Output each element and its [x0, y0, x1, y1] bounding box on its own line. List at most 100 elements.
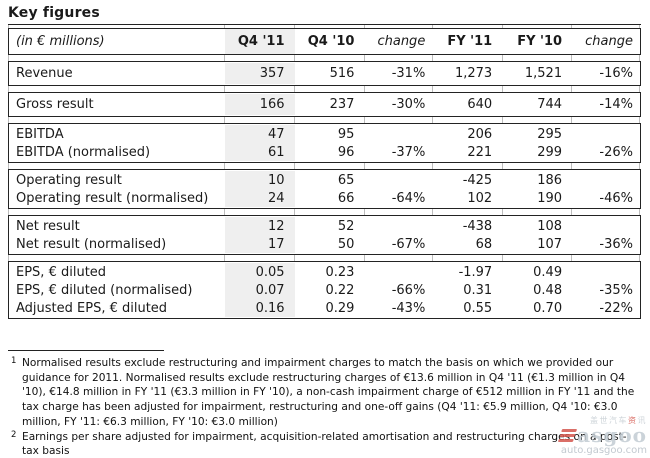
cell-q4-11: 10: [224, 171, 295, 189]
table-row: EPS, € diluted (normalised) 0.07 0.22 -6…: [9, 281, 640, 299]
cell-q4-11: 0.07: [224, 281, 295, 299]
cell-change-fy: -26%: [599, 144, 633, 160]
table-row: EPS, € diluted 0.05 0.23 -1.97 0.49: [9, 263, 640, 281]
cell-fy-10: 295: [537, 126, 563, 142]
cell-fy-11: 0.55: [463, 300, 493, 316]
row-label: EPS, € diluted (normalised): [16, 282, 193, 298]
footnote-text: Earnings per share adjusted for impairme…: [22, 430, 627, 458]
cell-fy-10: 186: [537, 172, 563, 188]
cell-q4-10: 66: [337, 190, 355, 206]
table-header: (in € millions) Q4 '11 Q4 '10 change FY …: [8, 28, 641, 55]
cell-q4-10: 516: [329, 66, 355, 81]
cell-q4-10: 0.29: [325, 300, 355, 316]
cell-fy-10: 744: [537, 97, 563, 112]
row-label: Net result (normalised): [16, 236, 167, 252]
footnote-2: 2 Earnings per share adjusted for impair…: [8, 430, 638, 458]
group-eps: EPS, € diluted 0.05 0.23 -1.97 0.49 EPS,…: [8, 261, 641, 319]
row-label: Adjusted EPS, € diluted: [16, 300, 168, 316]
grid-gap: [8, 117, 641, 123]
table-row: Operating result 10 65 -425 186: [9, 171, 640, 189]
cell-fy-10: 1,521: [524, 66, 563, 81]
group-operating-result: Operating result 10 65 -425 186 Operatin…: [8, 169, 641, 209]
cell-fy-11: -438: [462, 218, 493, 234]
cell-q4-10: 96: [337, 144, 355, 160]
cell-q4-11: 0.16: [224, 299, 295, 317]
cell-change-fy: -46%: [599, 190, 633, 206]
cell-fy-10: 299: [537, 144, 563, 160]
header-q4-10: Q4 '10: [307, 34, 355, 49]
cell-q4-11: 166: [224, 94, 295, 115]
cell-change-fy: -22%: [599, 300, 633, 316]
cell-q4-11: 17: [224, 235, 295, 253]
header-unit-label: (in € millions): [16, 34, 105, 49]
group-ebitda: EBITDA 47 95 206 295 EBITDA (normalised)…: [8, 123, 641, 163]
cell-change-q: [364, 171, 432, 189]
header-change-q: change: [377, 34, 426, 49]
gasgoo-watermark: 盖世汽车资讯 asgoo auto.gasgoo.com: [557, 416, 647, 456]
cell-q4-11: 47: [224, 125, 295, 143]
table-row: EBITDA 47 95 206 295: [9, 125, 640, 143]
grid-gap: [8, 209, 641, 215]
cell-fy-11: 1,273: [454, 66, 493, 81]
header-fy-11: FY '11: [447, 34, 493, 49]
table-row: Net result 12 52 -438 108: [9, 217, 640, 235]
table-row: Revenue 357 516 -31% 1,273 1,521 -16%: [9, 63, 640, 84]
gasgoo-chinese-name: 盖世汽车资讯: [590, 416, 647, 425]
cell-change-fy: [572, 171, 640, 189]
cell-fy-11: 640: [467, 97, 493, 112]
page-title: Key figures: [8, 5, 100, 21]
row-label: EBITDA: [16, 126, 64, 142]
cell-q4-10: 0.23: [325, 264, 355, 280]
cell-change-fy: -36%: [599, 236, 633, 252]
grid-gap: [8, 255, 641, 261]
header-change-fy: change: [585, 34, 633, 49]
footnote-marker: 1: [11, 356, 17, 366]
grid-gap: [8, 55, 641, 61]
row-label: Operating result (normalised): [16, 190, 209, 206]
cell-fy-11: -425: [462, 172, 493, 188]
cell-change-fy: -16%: [599, 66, 633, 81]
cell-q4-10: 0.22: [325, 282, 355, 298]
header-fy-10: FY '10: [517, 34, 563, 49]
group-net-result: Net result 12 52 -438 108 Net result (no…: [8, 215, 641, 255]
table-row: Net result (normalised) 17 50 -67% 68 10…: [9, 235, 640, 253]
cell-fy-10: 0.49: [533, 264, 563, 280]
cell-change-q: [364, 263, 432, 281]
table-row: Gross result 166 237 -30% 640 744 -14%: [9, 94, 640, 115]
cell-q4-11: 12: [224, 217, 295, 235]
footnote-1: 1 Normalised results exclude restructuri…: [8, 356, 638, 430]
cell-q4-11: 0.05: [224, 263, 295, 281]
cell-fy-10: 190: [537, 190, 563, 206]
table-row: EBITDA (normalised) 61 96 -37% 221 299 -…: [9, 143, 640, 161]
cell-fy-11: -1.97: [458, 264, 493, 280]
cell-q4-10: 52: [337, 218, 355, 234]
cell-fy-10: 0.48: [533, 282, 563, 298]
cell-q4-11: 24: [224, 189, 295, 207]
footnote-marker: 2: [11, 429, 17, 440]
cell-fy-11: 206: [467, 126, 493, 142]
cell-change-fy: [572, 217, 640, 235]
footnote-text: Normalised results exclude restructuring…: [22, 357, 635, 428]
gasgoo-brand-text: asgoo: [577, 423, 647, 447]
table-row: Adjusted EPS, € diluted 0.16 0.29 -43% 0…: [9, 299, 640, 317]
grid-gap: [8, 25, 641, 28]
row-label: Operating result: [16, 172, 122, 188]
gasgoo-stripes-icon: [557, 428, 578, 442]
table-row: Operating result (normalised) 24 66 -64%…: [9, 189, 640, 207]
cell-q4-10: 50: [337, 236, 355, 252]
cell-fy-11: 102: [467, 190, 493, 206]
cell-q4-10: 65: [337, 172, 355, 188]
gasgoo-logo: asgoo: [557, 423, 647, 447]
cell-change-fy: -35%: [599, 282, 633, 298]
cell-q4-11: 61: [224, 143, 295, 161]
cell-change-q: -66%: [391, 282, 426, 298]
cell-q4-10: 237: [329, 97, 355, 112]
cell-fy-11: 221: [467, 144, 493, 160]
row-label: Net result: [16, 218, 80, 234]
cell-fy-11: 68: [475, 236, 493, 252]
grid-gap: [8, 86, 641, 92]
cell-change-q: -31%: [391, 66, 426, 81]
footnotes: 1 Normalised results exclude restructuri…: [8, 356, 641, 458]
gasgoo-url: auto.gasgoo.com: [560, 445, 647, 456]
cell-change-fy: [572, 125, 640, 143]
